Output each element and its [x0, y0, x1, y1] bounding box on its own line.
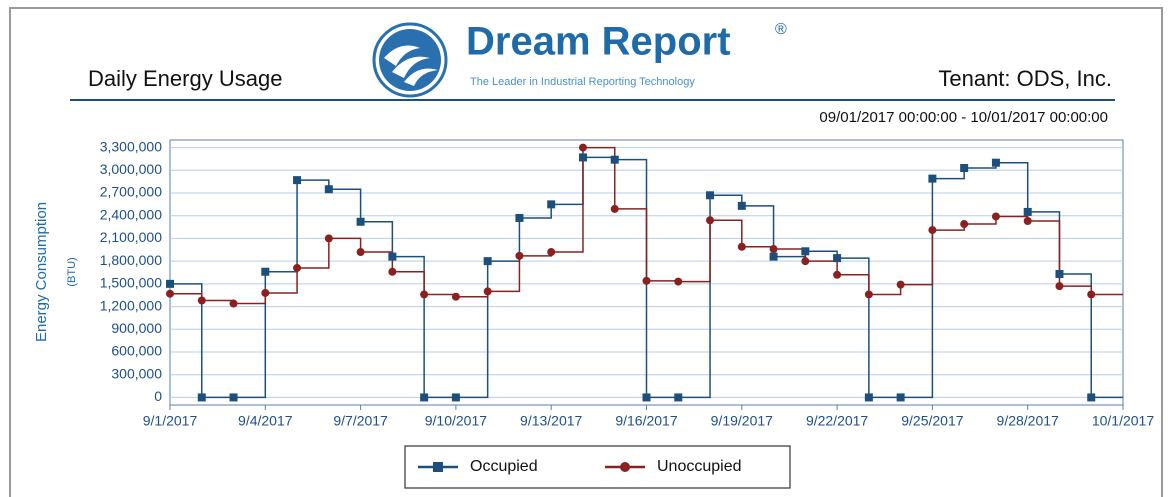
legend-box [404, 445, 791, 489]
marker [864, 290, 873, 299]
marker [293, 176, 302, 185]
y-tick-label: 1,800,000 [100, 252, 162, 268]
marker [420, 393, 429, 402]
x-tick-label: 9/10/2017 [425, 413, 487, 429]
marker [451, 292, 460, 301]
y-tick-label: 0 [154, 388, 162, 404]
y-tick-label: 1,200,000 [100, 297, 162, 313]
marker [229, 299, 238, 308]
marker [706, 191, 715, 200]
y-axis-unit: (BTU) [66, 257, 78, 286]
marker [769, 252, 778, 261]
marker [578, 143, 587, 152]
marker [960, 220, 969, 229]
marker [737, 242, 746, 251]
legend-label: Unoccupied [657, 458, 742, 475]
y-tick-label: 2,100,000 [100, 229, 162, 245]
marker [610, 204, 619, 213]
y-tick-label: 1,500,000 [100, 275, 162, 291]
x-tick-label: 9/22/2017 [806, 413, 868, 429]
legend-marker [620, 462, 630, 472]
date-range: 09/01/2017 00:00:00 - 10/01/2017 00:00:0… [819, 109, 1108, 126]
marker [356, 217, 365, 226]
report-title: Daily Energy Usage [88, 66, 282, 91]
marker [197, 296, 206, 305]
marker [293, 263, 302, 272]
marker [1087, 290, 1096, 299]
x-tick-label: 10/1/2017 [1092, 413, 1154, 429]
x-tick-label: 9/13/2017 [520, 413, 582, 429]
marker [166, 289, 174, 298]
marker [261, 288, 270, 297]
step-line [170, 146, 1123, 305]
marker [261, 267, 270, 276]
marker [166, 279, 174, 288]
marker [324, 234, 333, 243]
y-tick-label: 900,000 [111, 320, 162, 336]
x-tick-label: 9/4/2017 [238, 413, 293, 429]
marker [801, 257, 810, 266]
marker [578, 153, 587, 162]
marker [706, 216, 715, 225]
marker [483, 287, 492, 296]
marker [1087, 393, 1096, 402]
marker [991, 158, 1000, 167]
marker [833, 254, 842, 263]
y-tick-label: 3,000,000 [100, 161, 162, 177]
marker [1023, 207, 1032, 216]
marker [1023, 217, 1032, 226]
marker [420, 290, 429, 299]
marker [769, 245, 778, 254]
marker [928, 226, 937, 235]
logo [372, 22, 448, 98]
marker [896, 280, 905, 289]
tenant: Tenant: ODS, Inc. [938, 66, 1112, 91]
marker [991, 212, 1000, 221]
y-tick-label: 2,700,000 [100, 184, 162, 200]
y-axis-label: Energy Consumption [33, 202, 50, 342]
marker [483, 257, 492, 266]
marker [864, 393, 873, 402]
x-tick-label: 9/7/2017 [333, 413, 388, 429]
marker [451, 393, 460, 402]
marker [547, 200, 556, 209]
y-tick-label: 600,000 [111, 343, 162, 359]
y-tick-label: 3,300,000 [100, 138, 162, 154]
marker [1055, 270, 1064, 279]
marker [928, 174, 937, 183]
x-tick-label: 9/1/2017 [143, 413, 198, 429]
marker [515, 251, 524, 260]
marker [674, 393, 683, 402]
marker [642, 393, 651, 402]
y-tick-label: 2,400,000 [100, 206, 162, 222]
marker [547, 248, 556, 257]
marker [960, 164, 969, 173]
legend-label: Occupied [470, 458, 538, 475]
x-tick-label: 9/25/2017 [901, 413, 963, 429]
y-tick-label: 300,000 [111, 365, 162, 381]
marker [197, 393, 206, 402]
marker [896, 393, 905, 402]
marker [324, 185, 333, 194]
marker [801, 247, 810, 256]
marker [833, 270, 842, 279]
brand: Dream Report [466, 20, 731, 64]
marker [737, 201, 746, 210]
x-tick-label: 9/28/2017 [997, 413, 1059, 429]
marker [1055, 282, 1064, 291]
marker [515, 213, 524, 222]
marker [356, 248, 365, 257]
marker [388, 252, 397, 261]
legend-marker [433, 462, 443, 472]
marker [610, 155, 619, 164]
marker [642, 276, 651, 285]
x-tick-label: 9/19/2017 [711, 413, 773, 429]
brand-mark: ® [775, 21, 787, 38]
marker [229, 393, 238, 402]
marker [388, 267, 397, 276]
tagline: The Leader in Industrial Reporting Techn… [470, 76, 695, 88]
marker [674, 277, 683, 286]
x-tick-label: 9/16/2017 [615, 413, 677, 429]
